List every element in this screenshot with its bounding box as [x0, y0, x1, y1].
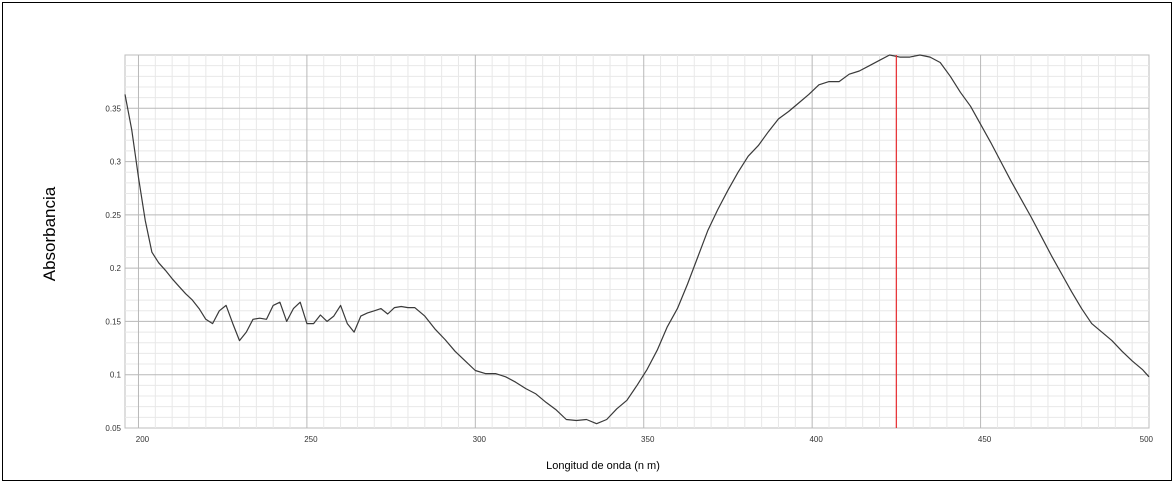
- plot-area: [124, 54, 1150, 429]
- x-tick-label-400: 400: [809, 435, 823, 444]
- absorbance-spectrum-chart: 200 250 300 350 400 450 500 0.05 0.1 0.15 0.2 0.25…: [40, 54, 1154, 472]
- plot-border: [124, 54, 1150, 429]
- x-tick-label-200: 200: [136, 435, 150, 444]
- y-tick-label-0.3: 0.3: [110, 158, 122, 167]
- x-axis: 200 250 300 350 400 450 500: [136, 435, 1154, 444]
- major-grid: [125, 55, 1149, 428]
- y-tick-label-0.35: 0.35: [105, 104, 121, 113]
- y-axis: 0.05 0.1 0.15 0.2 0.25 0.3 0.35: [105, 104, 121, 433]
- series-layer: [124, 54, 1150, 425]
- minor-grid: [125, 55, 1149, 428]
- y-axis-title: Absorbancia: [40, 186, 59, 281]
- x-tick-label-250: 250: [304, 435, 318, 444]
- y-tick-label-0.1: 0.1: [110, 371, 122, 380]
- y-tick-label-0.05: 0.05: [105, 424, 121, 433]
- x-tick-label-500: 500: [1140, 435, 1154, 444]
- series-line-0: [124, 54, 1150, 425]
- y-tick-label-0.15: 0.15: [105, 317, 121, 326]
- y-tick-label-0.25: 0.25: [105, 211, 121, 220]
- x-tick-label-350: 350: [641, 435, 655, 444]
- x-axis-title: Longitud de onda (n m): [546, 460, 660, 472]
- x-tick-label-300: 300: [473, 435, 487, 444]
- x-tick-label-450: 450: [978, 435, 992, 444]
- y-tick-label-0.2: 0.2: [110, 264, 122, 273]
